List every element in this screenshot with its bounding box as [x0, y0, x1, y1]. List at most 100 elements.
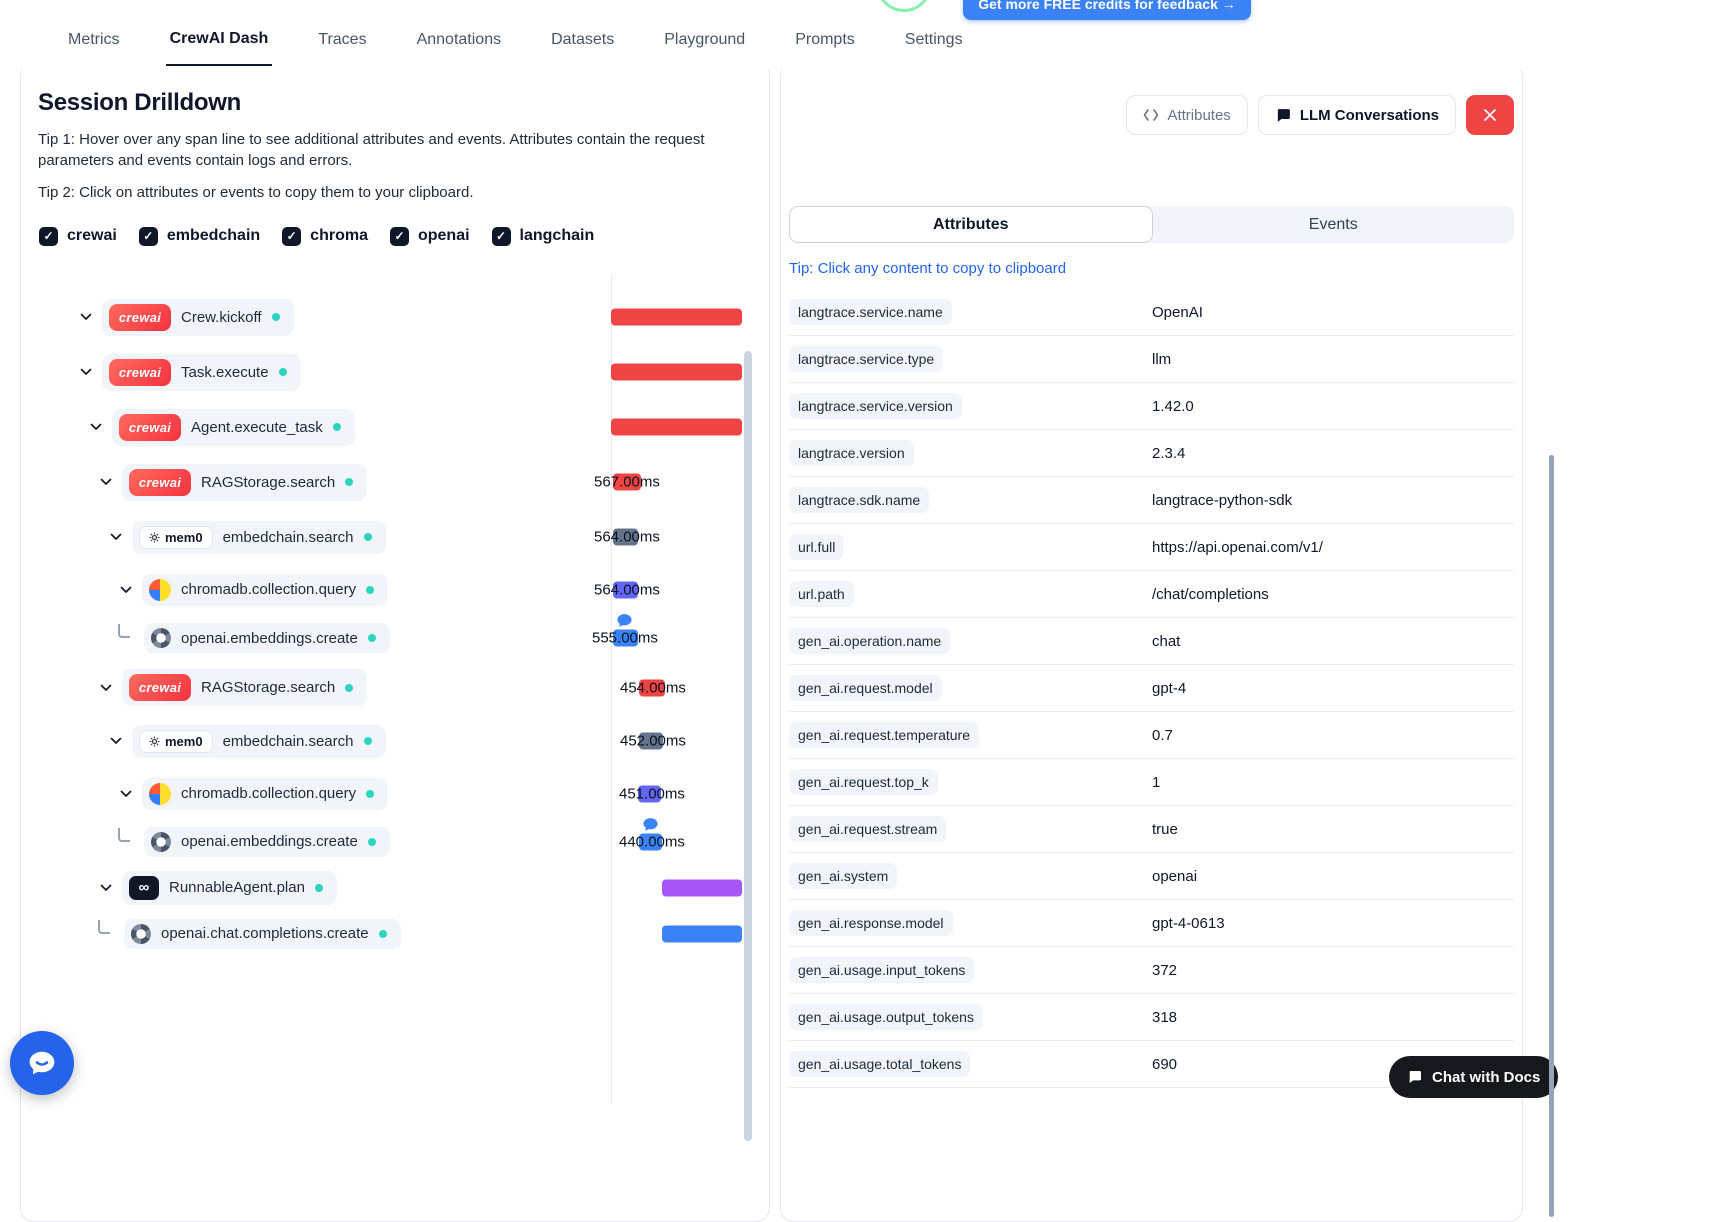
- span-pill[interactable]: chromadb.collection.query: [142, 573, 389, 606]
- chat-with-docs-button[interactable]: Chat with Docs: [1389, 1056, 1559, 1098]
- attribute-key[interactable]: url.path: [789, 581, 854, 607]
- span-row[interactable]: chromadb.collection.query 451.00ms: [21, 769, 769, 819]
- attribute-key[interactable]: gen_ai.usage.output_tokens: [789, 1004, 983, 1030]
- attribute-value[interactable]: 372: [1152, 961, 1178, 979]
- span-pill[interactable]: crewai Crew.kickoff: [102, 298, 294, 336]
- llm-conversations-button[interactable]: LLM Conversations: [1257, 95, 1456, 135]
- filter-openai[interactable]: ✓ openai: [389, 226, 470, 246]
- chevron-down-icon[interactable]: [108, 733, 124, 749]
- chevron-down-icon[interactable]: [98, 680, 114, 696]
- attribute-value[interactable]: 2.3.4: [1152, 444, 1186, 462]
- attribute-value[interactable]: 690: [1152, 1055, 1178, 1073]
- attribute-value[interactable]: /chat/completions: [1152, 585, 1269, 603]
- chevron-down-icon[interactable]: [78, 309, 94, 325]
- span-row[interactable]: ∞ RunnableAgent.plan: [21, 865, 769, 911]
- attribute-value[interactable]: gpt-4-0613: [1152, 914, 1225, 932]
- span-pill[interactable]: crewai RAGStorage.search: [122, 669, 368, 707]
- span-duration-bar[interactable]: [638, 785, 661, 803]
- attribute-key[interactable]: gen_ai.response.model: [789, 910, 953, 936]
- span-pill[interactable]: chromadb.collection.query: [142, 777, 389, 810]
- attribute-key[interactable]: langtrace.service.version: [789, 393, 962, 419]
- attribute-value[interactable]: 0.7: [1152, 726, 1173, 744]
- span-duration-bar[interactable]: [662, 925, 742, 943]
- chevron-down-icon[interactable]: [98, 880, 114, 896]
- copy-tip-link[interactable]: Tip: Click any content to copy to clipbo…: [789, 260, 1067, 277]
- attribute-value[interactable]: https://api.openai.com/v1/: [1152, 538, 1323, 556]
- attribute-value[interactable]: gpt-4: [1152, 679, 1187, 697]
- attribute-value[interactable]: OpenAI: [1152, 303, 1203, 321]
- span-duration-bar[interactable]: [639, 679, 665, 697]
- attribute-key[interactable]: gen_ai.operation.name: [789, 628, 951, 654]
- span-row[interactable]: openai.embeddings.create 440.00ms: [21, 816, 769, 865]
- span-row[interactable]: crewai RAGStorage.search 567.00ms: [21, 455, 769, 510]
- attribute-value[interactable]: 1.42.0: [1152, 397, 1194, 415]
- span-row[interactable]: mem0 embedchain.search 452.00ms: [21, 714, 769, 769]
- span-pill[interactable]: mem0 embedchain.search: [132, 724, 386, 758]
- close-button[interactable]: [1466, 95, 1514, 135]
- span-row[interactable]: chromadb.collection.query 564.00ms: [21, 565, 769, 615]
- tab-metrics[interactable]: Metrics: [64, 28, 124, 66]
- chevron-down-icon[interactable]: [118, 786, 134, 802]
- attribute-value[interactable]: openai: [1152, 867, 1198, 885]
- span-pill[interactable]: openai.embeddings.create: [144, 623, 390, 654]
- span-duration-bar[interactable]: [611, 418, 742, 436]
- span-row[interactable]: crewai Agent.execute_task: [21, 400, 769, 455]
- tab-attributes[interactable]: Attributes: [789, 206, 1153, 243]
- span-row[interactable]: mem0 embedchain.search 564.00ms: [21, 510, 769, 565]
- attribute-key[interactable]: langtrace.service.name: [789, 299, 952, 325]
- attribute-key[interactable]: gen_ai.request.temperature: [789, 722, 979, 748]
- span-duration-bar[interactable]: [613, 473, 641, 491]
- attribute-key[interactable]: gen_ai.request.model: [789, 675, 942, 701]
- chevron-down-icon[interactable]: [108, 529, 124, 545]
- span-duration-bar[interactable]: [611, 363, 742, 381]
- llm-bubble-icon[interactable]: [642, 816, 659, 833]
- span-duration-bar[interactable]: [613, 629, 638, 647]
- chat-widget-button[interactable]: [10, 1031, 74, 1095]
- checkbox-checked-icon[interactable]: ✓: [389, 226, 409, 246]
- tab-traces[interactable]: Traces: [314, 28, 370, 66]
- avatar[interactable]: [876, 0, 932, 12]
- tab-datasets[interactable]: Datasets: [547, 28, 618, 66]
- attribute-value[interactable]: true: [1152, 820, 1178, 838]
- trace-scrollbar[interactable]: [744, 351, 752, 1141]
- attribute-key[interactable]: langtrace.service.type: [789, 346, 944, 372]
- chevron-down-icon[interactable]: [118, 582, 134, 598]
- attribute-key[interactable]: langtrace.sdk.name: [789, 487, 930, 513]
- tab-prompts[interactable]: Prompts: [791, 28, 859, 66]
- attribute-key[interactable]: langtrace.version: [789, 440, 914, 466]
- span-pill[interactable]: crewai Agent.execute_task: [112, 408, 355, 446]
- checkbox-checked-icon[interactable]: ✓: [138, 226, 158, 246]
- attribute-value[interactable]: langtrace-python-sdk: [1152, 491, 1293, 509]
- attribute-key[interactable]: url.full: [789, 534, 845, 560]
- span-duration-bar[interactable]: [639, 732, 663, 750]
- attribute-key[interactable]: gen_ai.usage.total_tokens: [789, 1051, 971, 1077]
- attribute-key[interactable]: gen_ai.request.stream: [789, 816, 947, 842]
- span-pill[interactable]: openai.chat.completions.create: [124, 918, 401, 949]
- span-duration-bar[interactable]: [639, 833, 662, 851]
- filter-embedchain[interactable]: ✓ embedchain: [138, 226, 260, 246]
- filter-chroma[interactable]: ✓ chroma: [282, 226, 368, 246]
- attribute-key[interactable]: gen_ai.request.top_k: [789, 769, 938, 795]
- span-row[interactable]: crewai RAGStorage.search 454.00ms: [21, 662, 769, 714]
- span-pill[interactable]: ∞ RunnableAgent.plan: [122, 870, 337, 905]
- attributes-code-button[interactable]: Attributes: [1126, 95, 1248, 135]
- span-row[interactable]: crewai Crew.kickoff: [21, 290, 769, 345]
- chevron-down-icon[interactable]: [88, 419, 104, 435]
- llm-bubble-icon[interactable]: [616, 612, 633, 629]
- span-pill[interactable]: crewai Task.execute: [102, 353, 301, 391]
- checkbox-checked-icon[interactable]: ✓: [39, 226, 58, 246]
- checkbox-checked-icon[interactable]: ✓: [282, 226, 302, 246]
- attribute-key[interactable]: gen_ai.system: [789, 863, 898, 889]
- tab-playground[interactable]: Playground: [660, 28, 749, 66]
- attribute-value[interactable]: 318: [1152, 1008, 1178, 1026]
- checkbox-checked-icon[interactable]: ✓: [491, 226, 511, 246]
- span-row[interactable]: openai.embeddings.create 555.00ms: [21, 612, 769, 662]
- span-row[interactable]: crewai Task.execute: [21, 345, 769, 400]
- attribute-value[interactable]: llm: [1152, 350, 1172, 368]
- free-credits-button[interactable]: Get more FREE credits for feedback →: [963, 0, 1251, 20]
- filter-crewai[interactable]: ✓ crewai: [39, 226, 117, 246]
- span-duration-bar[interactable]: [662, 879, 742, 897]
- span-pill[interactable]: mem0 embedchain.search: [132, 520, 386, 554]
- span-duration-bar[interactable]: [613, 528, 638, 546]
- attribute-value[interactable]: 1: [1152, 773, 1161, 791]
